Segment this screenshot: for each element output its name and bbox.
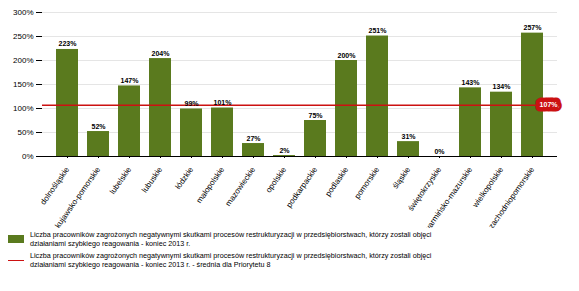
svg-text:99%: 99% xyxy=(184,100,199,107)
svg-text:pomorskie: pomorskie xyxy=(353,165,382,201)
svg-text:134%: 134% xyxy=(493,83,512,90)
svg-text:lubelskie: lubelskie xyxy=(108,165,134,196)
svg-text:kujawsko-pomorskie: kujawsko-pomorskie xyxy=(53,165,102,228)
svg-text:50%: 50% xyxy=(17,128,33,137)
svg-text:251%: 251% xyxy=(369,27,388,34)
svg-text:świętokrzyskie: świętokrzyskie xyxy=(406,165,444,213)
svg-text:107%: 107% xyxy=(540,101,559,108)
html-text:Liczba pracowników zagrożonych: Liczba pracowników zagrożonych negatywny… xyxy=(30,230,432,248)
svg-text:małopolskie: małopolskie xyxy=(195,165,227,205)
svg-text:wielkopolskie: wielkopolskie xyxy=(470,165,505,210)
svg-text:300%: 300% xyxy=(13,8,33,17)
svg-text:75%: 75% xyxy=(308,112,323,119)
svg-text:100%: 100% xyxy=(13,104,33,113)
svg-text:200%: 200% xyxy=(338,52,357,59)
svg-text:27%: 27% xyxy=(246,135,261,142)
svg-text:204%: 204% xyxy=(152,50,171,57)
html-text:Liczba pracowników zagrożonych: Liczba pracowników zagrożonych negatywny… xyxy=(30,251,432,269)
svg-text:mazowieckie: mazowieckie xyxy=(224,165,258,208)
svg-text:147%: 147% xyxy=(121,77,140,84)
svg-text:31%: 31% xyxy=(401,133,416,140)
svg-text:łódzkie: łódzkie xyxy=(174,165,196,191)
svg-text:podkarpackie: podkarpackie xyxy=(285,165,320,210)
svg-text:52%: 52% xyxy=(91,123,106,130)
svg-text:lubuskie: lubuskie xyxy=(140,165,165,195)
svg-text:0%: 0% xyxy=(22,152,34,161)
svg-text:dolnośląskie: dolnośląskie xyxy=(39,165,72,207)
svg-text:warmińsko-mazurskie: warmińsko-mazurskie xyxy=(422,165,475,228)
svg-text:257%: 257% xyxy=(524,24,543,31)
svg-text:250%: 250% xyxy=(13,32,33,41)
svg-text:200%: 200% xyxy=(13,56,33,65)
svg-text:śląskie: śląskie xyxy=(391,165,413,191)
svg-text:101%: 101% xyxy=(214,99,233,106)
svg-text:0%: 0% xyxy=(434,148,445,155)
svg-text:zachodniopomorskie: zachodniopomorskie xyxy=(487,165,537,228)
svg-text:150%: 150% xyxy=(13,80,33,89)
svg-text:2%: 2% xyxy=(279,147,290,154)
svg-text:podlaskie: podlaskie xyxy=(323,165,350,198)
svg-text:opolskie: opolskie xyxy=(264,165,289,195)
svg-text:223%: 223% xyxy=(59,40,78,47)
svg-text:143%: 143% xyxy=(462,79,481,86)
